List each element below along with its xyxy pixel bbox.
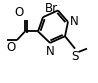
Text: O: O: [15, 6, 24, 19]
Text: Br: Br: [45, 2, 58, 15]
Text: S: S: [71, 50, 79, 63]
Text: O: O: [7, 41, 16, 54]
Text: N: N: [70, 15, 79, 28]
Text: N: N: [46, 45, 54, 58]
